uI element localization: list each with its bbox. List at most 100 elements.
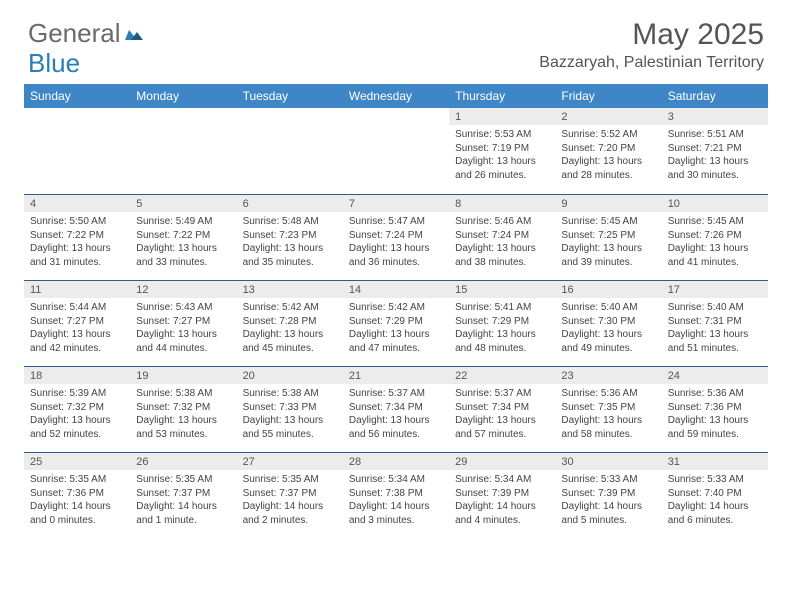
daylight-text: Daylight: 13 hours and 47 minutes.	[349, 328, 443, 355]
sunrise-text: Sunrise: 5:44 AM	[30, 301, 124, 315]
day-details: Sunrise: 5:35 AMSunset: 7:36 PMDaylight:…	[24, 470, 130, 531]
sunset-text: Sunset: 7:23 PM	[243, 229, 337, 243]
daylight-text: Daylight: 13 hours and 58 minutes.	[561, 414, 655, 441]
calendar-day-cell: 12Sunrise: 5:43 AMSunset: 7:27 PMDayligh…	[130, 280, 236, 366]
logo: General	[28, 18, 147, 49]
day-details: Sunrise: 5:48 AMSunset: 7:23 PMDaylight:…	[237, 212, 343, 273]
sunset-text: Sunset: 7:33 PM	[243, 401, 337, 415]
day-number: 19	[130, 366, 236, 384]
calendar-day-cell: 17Sunrise: 5:40 AMSunset: 7:31 PMDayligh…	[662, 280, 768, 366]
day-details: Sunrise: 5:45 AMSunset: 7:25 PMDaylight:…	[555, 212, 661, 273]
calendar-day-cell: 6Sunrise: 5:48 AMSunset: 7:23 PMDaylight…	[237, 194, 343, 280]
sunset-text: Sunset: 7:26 PM	[668, 229, 762, 243]
logo-text-general: General	[28, 18, 121, 49]
day-number: 27	[237, 452, 343, 470]
day-details: Sunrise: 5:37 AMSunset: 7:34 PMDaylight:…	[449, 384, 555, 445]
logo-text-blue: Blue	[28, 48, 80, 78]
day-details: Sunrise: 5:46 AMSunset: 7:24 PMDaylight:…	[449, 212, 555, 273]
daylight-text: Daylight: 13 hours and 30 minutes.	[668, 155, 762, 182]
day-number: 11	[24, 280, 130, 298]
sunrise-text: Sunrise: 5:41 AM	[455, 301, 549, 315]
day-number: 26	[130, 452, 236, 470]
daylight-text: Daylight: 14 hours and 1 minute.	[136, 500, 230, 527]
sunrise-text: Sunrise: 5:46 AM	[455, 215, 549, 229]
day-number: 3	[662, 108, 768, 125]
day-details: Sunrise: 5:35 AMSunset: 7:37 PMDaylight:…	[130, 470, 236, 531]
sunrise-text: Sunrise: 5:45 AM	[668, 215, 762, 229]
calendar-day-cell: 8Sunrise: 5:46 AMSunset: 7:24 PMDaylight…	[449, 194, 555, 280]
calendar-day-cell	[24, 108, 130, 194]
daylight-text: Daylight: 13 hours and 55 minutes.	[243, 414, 337, 441]
calendar-day-cell: 14 Sunrise: 5:42 AMSunset: 7:29 PMDayligh…	[343, 280, 449, 366]
daylight-text: Daylight: 13 hours and 41 minutes.	[668, 242, 762, 269]
sunrise-text: Sunrise: 5:42 AM	[243, 301, 337, 315]
daylight-text: Daylight: 13 hours and 33 minutes.	[136, 242, 230, 269]
calendar-day-cell: 16Sunrise: 5:40 AMSunset: 7:30 PMDayligh…	[555, 280, 661, 366]
calendar-day-cell: 3Sunrise: 5:51 AMSunset: 7:21 PMDaylight…	[662, 108, 768, 194]
day-details: Sunrise: 5:50 AMSunset: 7:22 PMDaylight:…	[24, 212, 130, 273]
calendar-week-row: 4Sunrise: 5:50 AMSunset: 7:22 PMDaylight…	[24, 194, 768, 280]
daylight-text: Daylight: 13 hours and 31 minutes.	[30, 242, 124, 269]
title-block: May 2025 Bazzaryah, Palestinian Territor…	[539, 18, 764, 72]
sunset-text: Sunset: 7:36 PM	[30, 487, 124, 501]
calendar-week-row: 1Sunrise: 5:53 AMSunset: 7:19 PMDaylight…	[24, 108, 768, 194]
sunrise-text: Sunrise: 5:38 AM	[136, 387, 230, 401]
header: General May 2025 Bazzaryah, Palestinian …	[0, 0, 792, 76]
calendar-day-cell: 28Sunrise: 5:34 AMSunset: 7:38 PMDayligh…	[343, 452, 449, 538]
day-details: Sunrise: 5:52 AMSunset: 7:20 PMDaylight:…	[555, 125, 661, 186]
sunrise-text: Sunrise: 5:37 AM	[349, 387, 443, 401]
day-details: Sunrise: 5:51 AMSunset: 7:21 PMDaylight:…	[662, 125, 768, 186]
day-number: 6	[237, 194, 343, 212]
day-details: Sunrise: 5:37 AMSunset: 7:34 PMDaylight:…	[343, 384, 449, 445]
day-number: 30	[555, 452, 661, 470]
daylight-text: Daylight: 13 hours and 26 minutes.	[455, 155, 549, 182]
day-details: Sunrise: 5:45 AMSunset: 7:26 PMDaylight:…	[662, 212, 768, 273]
sunrise-text: Sunrise: 5:39 AM	[30, 387, 124, 401]
sunset-text: Sunset: 7:27 PM	[136, 315, 230, 329]
calendar-week-row: 18Sunrise: 5:39 AMSunset: 7:32 PMDayligh…	[24, 366, 768, 452]
day-number: 9	[555, 194, 661, 212]
calendar-day-cell: 10Sunrise: 5:45 AMSunset: 7:26 PMDayligh…	[662, 194, 768, 280]
day-details: Sunrise: 5:33 AMSunset: 7:39 PMDaylight:…	[555, 470, 661, 531]
sunset-text: Sunset: 7:29 PM	[349, 315, 443, 329]
sunset-text: Sunset: 7:37 PM	[243, 487, 337, 501]
daylight-text: Daylight: 13 hours and 45 minutes.	[243, 328, 337, 355]
day-details: Sunrise: 5:47 AMSunset: 7:24 PMDaylight:…	[343, 212, 449, 273]
sunrise-text: Sunrise: 5:35 AM	[30, 473, 124, 487]
calendar-day-cell: 23Sunrise: 5:36 AMSunset: 7:35 PMDayligh…	[555, 366, 661, 452]
day-number: 23	[555, 366, 661, 384]
calendar-day-cell	[237, 108, 343, 194]
daylight-text: Daylight: 13 hours and 38 minutes.	[455, 242, 549, 269]
day-number: 14	[343, 280, 449, 298]
day-number: 28	[343, 452, 449, 470]
sunset-text: Sunset: 7:25 PM	[561, 229, 655, 243]
daylight-text: Daylight: 14 hours and 3 minutes.	[349, 500, 443, 527]
sunrise-text: Sunrise: 5:37 AM	[455, 387, 549, 401]
sunrise-text: Sunrise: 5:51 AM	[668, 128, 762, 142]
calendar-day-cell: 7Sunrise: 5:47 AMSunset: 7:24 PMDaylight…	[343, 194, 449, 280]
sunrise-text: Sunrise: 5:33 AM	[561, 473, 655, 487]
weekday-header: Sunday	[24, 84, 130, 108]
day-number: 18	[24, 366, 130, 384]
sunrise-text: Sunrise: 5:42 AM	[349, 301, 443, 315]
sunrise-text: Sunrise: 5:47 AM	[349, 215, 443, 229]
daylight-text: Daylight: 13 hours and 49 minutes.	[561, 328, 655, 355]
daylight-text: Daylight: 13 hours and 28 minutes.	[561, 155, 655, 182]
calendar-day-cell: 27Sunrise: 5:35 AMSunset: 7:37 PMDayligh…	[237, 452, 343, 538]
sunrise-text: Sunrise: 5:34 AM	[455, 473, 549, 487]
calendar-day-cell: 4Sunrise: 5:50 AMSunset: 7:22 PMDaylight…	[24, 194, 130, 280]
daylight-text: Daylight: 13 hours and 48 minutes.	[455, 328, 549, 355]
day-number: 7	[343, 194, 449, 212]
sunrise-text: Sunrise: 5:43 AM	[136, 301, 230, 315]
day-number: 31	[662, 452, 768, 470]
day-number: 1	[449, 108, 555, 125]
day-number: 21	[343, 366, 449, 384]
day-number: 29	[449, 452, 555, 470]
daylight-text: Daylight: 13 hours and 53 minutes.	[136, 414, 230, 441]
sunrise-text: Sunrise: 5:49 AM	[136, 215, 230, 229]
day-number: 16	[555, 280, 661, 298]
day-details: Sunrise: 5:34 AMSunset: 7:38 PMDaylight:…	[343, 470, 449, 531]
day-number: 17	[662, 280, 768, 298]
sunset-text: Sunset: 7:22 PM	[30, 229, 124, 243]
weekday-header: Thursday	[449, 84, 555, 108]
